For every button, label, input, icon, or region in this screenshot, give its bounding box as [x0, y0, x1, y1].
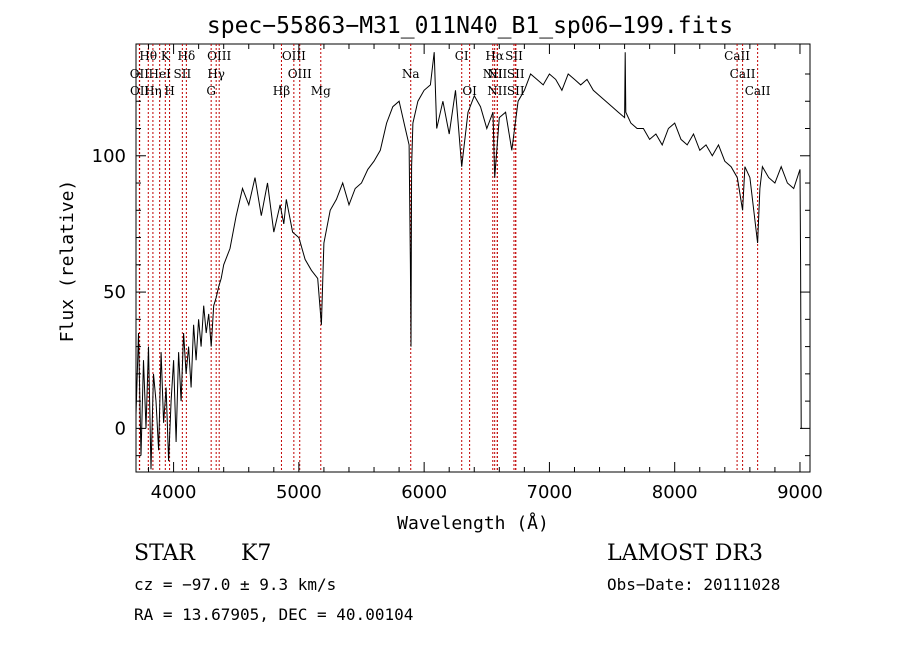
x-tick-label: 7000	[527, 482, 573, 503]
line-label: K	[161, 49, 171, 63]
x-tick-label: 9000	[777, 482, 823, 503]
line-label: Hα	[485, 49, 504, 63]
line-label: OIII	[282, 49, 306, 63]
x-tick-label: 6000	[401, 482, 447, 503]
line-label: H	[164, 84, 174, 98]
line-label: OII	[130, 84, 150, 98]
line-label: OII	[130, 67, 150, 81]
x-tick-label: 5000	[276, 482, 322, 503]
line-label: G	[206, 84, 216, 98]
line-label: Hδ	[178, 49, 196, 63]
line-label: NII	[487, 84, 507, 98]
line-label: SII	[507, 67, 525, 81]
plot-frame	[135, 43, 811, 473]
line-label: CI	[455, 49, 469, 63]
line-label: CaII	[724, 49, 750, 63]
line-label: NII	[483, 67, 503, 81]
chart-title: spec−55863−M31_011N40_B1_sp06−199.fits	[207, 13, 733, 39]
object-class: STAR	[134, 541, 195, 566]
line-label: Hγ	[207, 67, 225, 81]
line-label: SII	[507, 84, 525, 98]
line-markers	[138, 44, 759, 472]
line-label: Mg	[311, 84, 331, 98]
line-label: OI	[462, 84, 477, 98]
y-tick-label: 0	[115, 418, 126, 439]
axis-ticks: 4000 5000 6000 7000 8000 9000 0 50 100	[92, 44, 823, 503]
line-label: Hβ	[273, 84, 290, 98]
line-label: NII	[487, 67, 507, 81]
redshift-velocity: cz = −97.0 ± 9.3 km/s	[134, 575, 337, 594]
line-label: CaII	[745, 84, 771, 98]
line-label: Hη	[144, 84, 162, 98]
x-tick-label: 4000	[151, 482, 197, 503]
survey-name: LAMOST DR3	[607, 541, 763, 566]
line-label: SII	[174, 67, 192, 81]
x-axis-label: Wavelength (Å)	[397, 512, 549, 534]
line-label: SII	[505, 49, 523, 63]
line-label: OIII	[207, 49, 231, 63]
line-label: OIII	[288, 67, 312, 81]
x-tick-label: 8000	[652, 482, 698, 503]
y-tick-label: 100	[92, 146, 126, 167]
line-label: CaII	[730, 67, 756, 81]
line-label: Na	[402, 67, 420, 81]
spectrum-line	[135, 52, 803, 470]
sky-coordinates: RA = 13.67905, DEC = 40.00104	[134, 605, 414, 624]
y-tick-label: 50	[103, 282, 126, 303]
y-axis-label: Flux (relative)	[57, 180, 78, 343]
line-label: Hθ	[139, 49, 157, 63]
observation-date: Obs−Date: 20111028	[607, 575, 781, 594]
object-subclass: K7	[241, 541, 272, 566]
line-label: HeI	[149, 67, 172, 81]
